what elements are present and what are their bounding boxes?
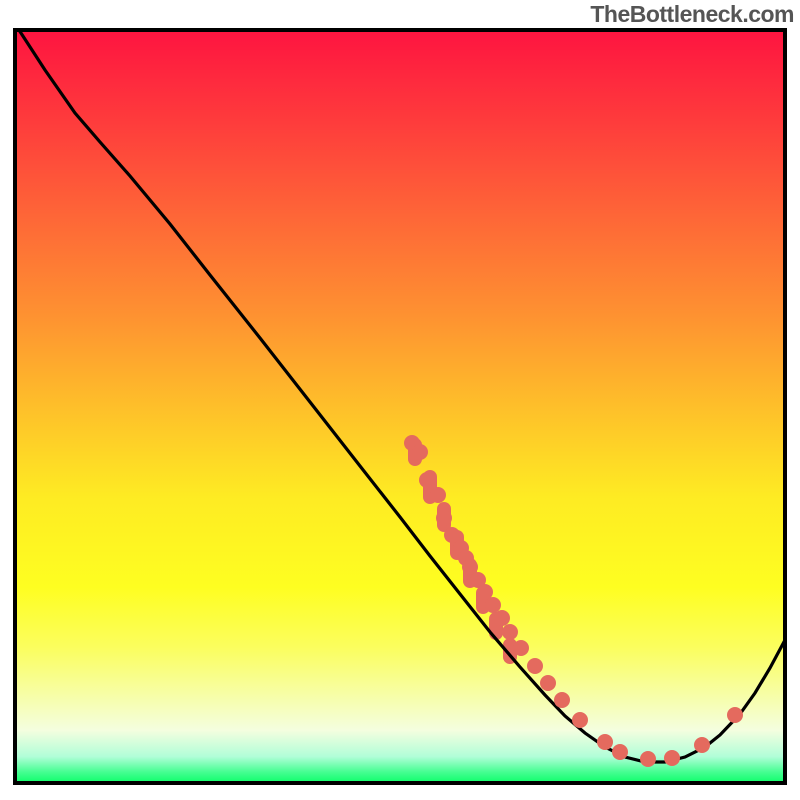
data-marker: [502, 624, 518, 640]
data-marker: [612, 744, 628, 760]
data-marker: [494, 610, 510, 626]
data-marker: [444, 527, 460, 543]
data-marker: [430, 487, 446, 503]
data-marker: [419, 472, 435, 488]
data-marker: [694, 737, 710, 753]
data-marker: [527, 658, 543, 674]
chart-svg: [0, 0, 800, 800]
data-marker: [597, 734, 613, 750]
data-marker: [513, 640, 529, 656]
data-marker: [412, 444, 428, 460]
data-marker: [554, 692, 570, 708]
data-marker: [664, 750, 680, 766]
plot-background: [15, 30, 785, 783]
data-marker: [436, 510, 452, 526]
data-marker: [572, 712, 588, 728]
data-marker: [540, 675, 556, 691]
data-marker: [485, 597, 501, 613]
data-marker: [640, 751, 656, 767]
data-marker: [727, 707, 743, 723]
chart-stage: TheBottleneck.com: [0, 0, 800, 800]
